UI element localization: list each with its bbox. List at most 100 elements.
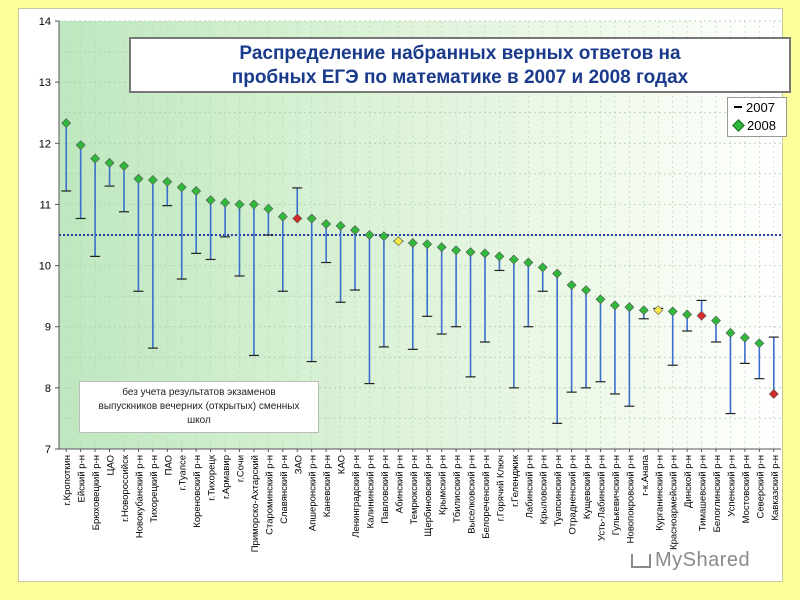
footnote-line-3: школ <box>187 415 211 426</box>
cart-icon <box>631 553 651 568</box>
marker-2008 <box>739 332 750 343</box>
marker-2008 <box>263 203 274 214</box>
marker-2008 <box>696 310 707 321</box>
marker-2008 <box>292 213 303 224</box>
y-tick-label: 11 <box>40 199 51 211</box>
x-tick-label: Отрадненский р-н <box>568 455 579 534</box>
marker-2008 <box>711 315 721 326</box>
legend-label-2007: 2007 <box>746 100 775 115</box>
marker-2008 <box>133 173 144 184</box>
x-tick-label: Гулькевичский р-н <box>611 455 622 535</box>
marker-2008 <box>725 327 736 338</box>
x-tick-label: г.Тихорецк <box>207 454 218 501</box>
chart: 7 8 9 10 11 12 13 14 г.Кропоткин Ейский р-н Брюхов… <box>39 16 781 552</box>
marker-2008 <box>306 213 317 224</box>
marker-2008 <box>104 157 115 168</box>
footnote-line-1: без учета результатов экзаменов <box>122 387 276 398</box>
x-tick-label: ЗАО <box>293 455 304 474</box>
diamond-icon <box>732 119 745 132</box>
marker-2008 <box>393 236 404 247</box>
x-tick-label: Красноармейский р-н <box>669 455 680 550</box>
x-tick-label: Динской р-н <box>683 455 694 508</box>
marker-2008 <box>162 176 173 187</box>
x-tick-label: Северский р-н <box>755 455 766 519</box>
x-tick-label: г.Новороссийск <box>120 454 131 522</box>
marker-2008 <box>249 199 259 210</box>
marker-2008 <box>480 248 490 259</box>
slide-frame: 7 8 9 10 11 12 13 14 г.Кропоткин Ейский р-н Брюхов… <box>18 8 791 582</box>
marker-2008 <box>682 309 693 320</box>
marker-2008 <box>364 230 375 240</box>
marker-2008 <box>176 182 187 193</box>
x-tick-label: г-к.Анапа <box>640 454 651 495</box>
title-line-2: пробных ЕГЭ по математике в 2007 и 2008 … <box>231 67 689 88</box>
x-tick-label: Усть-Лабинский р-н <box>597 455 608 541</box>
x-tick-label: Новопокровский р-н <box>625 455 636 543</box>
x-tick-label: Лабинский р-н <box>524 455 535 518</box>
marker-2008 <box>552 268 563 279</box>
y-tick-label: 7 <box>45 444 51 456</box>
marker-2008 <box>61 118 72 129</box>
marker-2008 <box>147 175 158 185</box>
x-tick-label: Ейский р-н <box>77 455 88 503</box>
y-tick-label: 8 <box>45 383 51 395</box>
marker-2008 <box>220 197 230 208</box>
x-tick-label: Мостовский р-н <box>741 455 752 523</box>
x-tick-label: Кореновский р-н <box>192 455 203 528</box>
marker-2008 <box>451 245 462 256</box>
x-tick-label: Тимашевский р-н <box>698 455 709 531</box>
x-tick-label: Абинский р-н <box>394 455 405 513</box>
dash-icon <box>734 106 742 109</box>
chart-title: Распределение набранных верных ответов н… <box>129 37 791 93</box>
marker-2008 <box>638 305 649 316</box>
marker-2008 <box>768 389 779 399</box>
marker-2008 <box>378 231 389 242</box>
x-tick-label: ПАО <box>163 455 174 475</box>
marker-2008 <box>624 302 635 313</box>
marker-2008 <box>537 262 548 273</box>
marker-2008 <box>508 254 519 265</box>
marker-2008 <box>610 300 620 311</box>
marker-2008 <box>75 140 86 151</box>
y-tick-label: 12 <box>39 138 51 150</box>
x-tick-label: Крыловский р-н <box>539 455 550 524</box>
marker-2008 <box>90 153 101 164</box>
marker-2008 <box>205 195 216 206</box>
x-tick-label: Староминский р-н <box>264 455 275 535</box>
x-tick-label: Курганинский р-н <box>654 455 665 531</box>
y-tick-label: 14 <box>39 16 51 28</box>
y-tick-label: 13 <box>39 77 51 89</box>
x-tick-label: Славянский р-н <box>279 455 290 524</box>
x-tick-label: г.Туапсе <box>178 455 189 490</box>
marker-2008 <box>277 211 288 222</box>
marker-2008 <box>436 242 447 253</box>
legend-item-2008: 2008 <box>732 117 776 135</box>
watermark-text: MyShared <box>655 549 751 571</box>
x-tick-label: ЦАО <box>106 455 117 476</box>
x-tick-label: г.Армавир <box>221 455 232 499</box>
marker-2008 <box>321 219 332 229</box>
x-tick-label: Белореченский р-н <box>481 455 492 539</box>
marker-2008 <box>465 247 476 258</box>
marker-2008 <box>119 160 129 171</box>
x-tick-label: Ленинградский р-н <box>351 455 362 538</box>
x-tick-label: КАО <box>337 455 348 474</box>
footnote-box: без учета результатов экзаменов выпускни… <box>79 381 319 433</box>
marker-2008 <box>566 280 577 291</box>
x-tick-label: г.Геленджик <box>510 454 521 507</box>
x-tick-label: Щербиновский р-н <box>423 455 434 537</box>
x-tick-label: г.Сочи <box>236 455 247 482</box>
x-tick-label: Павловский р-н <box>380 455 391 524</box>
marker-2008 <box>595 294 606 305</box>
x-tick-label: г.Горячий Ключ <box>495 455 506 521</box>
x-tick-label: Тбилисский р-н <box>452 455 463 523</box>
marker-2008 <box>422 239 433 250</box>
x-tick-label: Кущевский р-н <box>582 455 593 519</box>
x-tick-label: Апшеронский р-н <box>308 455 319 531</box>
y-tick-label: 9 <box>45 322 51 334</box>
x-tick-label: Тихорецкий р-н <box>149 455 160 523</box>
x-tick-label: г.Кропоткин <box>62 455 73 505</box>
x-tick-label: Крымский р-н <box>438 455 449 515</box>
marker-2008 <box>667 306 678 317</box>
x-tick-label: Выселковский р-н <box>467 455 478 534</box>
